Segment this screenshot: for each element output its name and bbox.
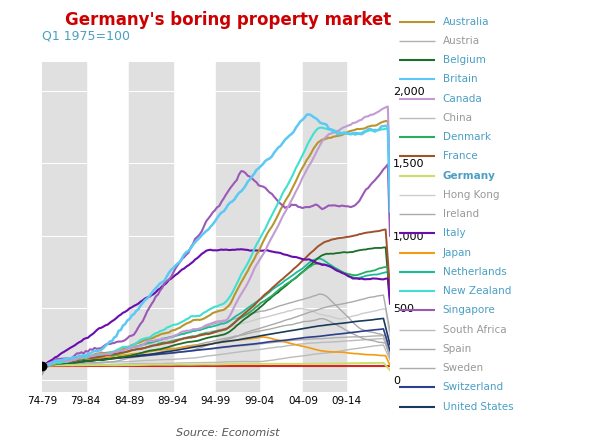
Text: Netherlands: Netherlands: [443, 267, 506, 277]
Text: France: France: [443, 151, 477, 162]
Text: Austria: Austria: [443, 36, 479, 46]
Bar: [303, 62, 346, 392]
Bar: [129, 62, 173, 392]
Text: Germany: Germany: [443, 170, 496, 181]
Text: China: China: [443, 113, 473, 123]
Bar: [216, 62, 259, 392]
Bar: [42, 62, 86, 392]
Text: Sweden: Sweden: [443, 363, 484, 373]
Text: Singapore: Singapore: [443, 305, 496, 316]
Text: Source: Economist: Source: Economist: [176, 429, 280, 438]
Text: Hong Kong: Hong Kong: [443, 190, 499, 200]
Text: Ireland: Ireland: [443, 209, 479, 219]
Text: Germany's boring property market: Germany's boring property market: [65, 11, 391, 29]
Text: Belgium: Belgium: [443, 55, 485, 65]
Text: Britain: Britain: [443, 74, 477, 85]
Text: Australia: Australia: [443, 16, 489, 27]
Text: Japan: Japan: [443, 247, 472, 258]
Text: Spain: Spain: [443, 344, 472, 354]
Text: Q1 1975=100: Q1 1975=100: [42, 29, 130, 43]
Text: Denmark: Denmark: [443, 132, 491, 142]
Text: Italy: Italy: [443, 228, 465, 239]
Text: Switzerland: Switzerland: [443, 382, 503, 392]
Text: South Africa: South Africa: [443, 324, 506, 335]
Text: Canada: Canada: [443, 93, 482, 104]
Text: United States: United States: [443, 401, 513, 412]
Text: New Zealand: New Zealand: [443, 286, 511, 296]
